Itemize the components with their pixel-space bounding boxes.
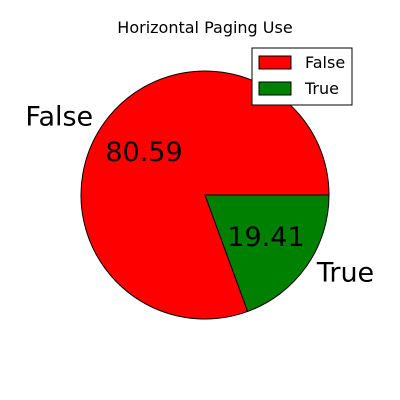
pie-value-label-false: 80.59 bbox=[105, 137, 182, 168]
legend-swatch-false bbox=[258, 55, 292, 70]
pie-category-label-false: False bbox=[25, 101, 93, 132]
pie-slice-true bbox=[204, 194, 330, 313]
chart-title: Horizontal Paging Use bbox=[117, 18, 292, 37]
pie: 80.59 False 19.41 True bbox=[25, 70, 374, 320]
legend-label-false: False bbox=[305, 53, 345, 72]
pie-value-label-true: 19.41 bbox=[227, 222, 304, 253]
legend: False True bbox=[251, 47, 353, 106]
legend-swatch-true bbox=[258, 81, 292, 96]
legend-label-true: True bbox=[304, 79, 339, 98]
pie-category-label-true: True bbox=[316, 258, 374, 289]
